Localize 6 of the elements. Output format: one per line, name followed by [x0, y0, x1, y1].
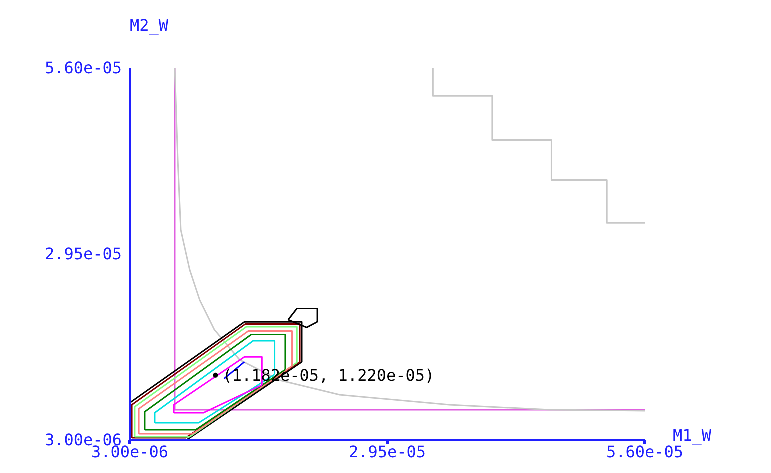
x-axis-title: M1_W [673, 426, 712, 445]
y-tick-label: 2.95e-05 [44, 244, 122, 264]
x-tick-label: 5.60e-05 [606, 442, 684, 462]
y-axis-title: M2_W [130, 16, 169, 35]
x-tick-label: 2.95e-05 [348, 442, 426, 462]
y-tick-label: 5.60e-05 [44, 58, 122, 78]
